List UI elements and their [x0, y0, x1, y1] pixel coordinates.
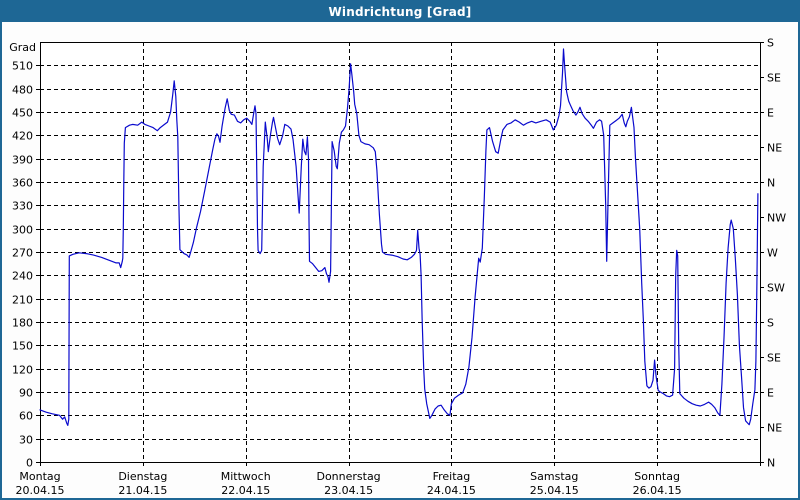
y-tick-label: 0 — [26, 457, 33, 470]
compass-label: NW — [767, 212, 786, 225]
day-date-label: 24.04.15 — [427, 484, 476, 497]
compass-label: S — [767, 37, 774, 50]
y-axis-title: Grad — [9, 41, 36, 54]
day-name-label: Mittwoch — [221, 470, 271, 483]
compass-label: S — [767, 317, 774, 330]
titlebar: Windrichtung [Grad] — [2, 2, 798, 22]
window-title: Windrichtung [Grad] — [328, 5, 472, 19]
day-date-label: 21.04.15 — [118, 484, 167, 497]
compass-label: SE — [767, 72, 781, 85]
y-tick-label: 360 — [12, 177, 33, 190]
day-date-label: 23.04.15 — [324, 484, 373, 497]
day-date-label: 26.04.15 — [633, 484, 682, 497]
compass-label: SW — [767, 282, 785, 295]
y-tick-label: 90 — [19, 387, 33, 400]
compass-label: W — [767, 247, 778, 260]
y-tick-label: 240 — [12, 270, 33, 283]
day-date-label: 25.04.15 — [530, 484, 579, 497]
wind-direction-series — [39, 48, 759, 426]
y-tick-label: 420 — [12, 130, 33, 143]
day-name-label: Dienstag — [118, 470, 167, 483]
day-name-label: Sonntag — [634, 470, 680, 483]
day-date-label: 22.04.15 — [221, 484, 270, 497]
y-tick-label: 210 — [12, 294, 33, 307]
compass-label: E — [767, 387, 774, 400]
y-tick-label: 270 — [12, 247, 33, 260]
compass-label: E — [767, 107, 774, 120]
compass-label: NE — [767, 422, 782, 435]
day-name-label: Freitag — [433, 470, 471, 483]
compass-label: N — [767, 177, 775, 190]
y-tick-label: 60 — [19, 410, 33, 423]
day-name-label: Montag — [19, 470, 60, 483]
compass-label: SE — [767, 352, 781, 365]
y-tick-label: 30 — [19, 434, 33, 447]
y-tick-label: 390 — [12, 154, 33, 167]
day-date-label: 20.04.15 — [16, 484, 65, 497]
day-name-label: Donnerstag — [316, 470, 380, 483]
y-tick-label: 150 — [12, 340, 33, 353]
day-name-label: Samstag — [530, 470, 578, 483]
y-tick-label: 510 — [12, 60, 33, 73]
y-tick-label: 300 — [12, 224, 33, 237]
compass-label: NE — [767, 142, 782, 155]
y-tick-label: 180 — [12, 317, 33, 330]
y-tick-label: 450 — [12, 107, 33, 120]
y-tick-label: 480 — [12, 84, 33, 97]
y-tick-label: 330 — [12, 200, 33, 213]
compass-label: N — [767, 457, 775, 470]
y-tick-label: 120 — [12, 364, 33, 377]
